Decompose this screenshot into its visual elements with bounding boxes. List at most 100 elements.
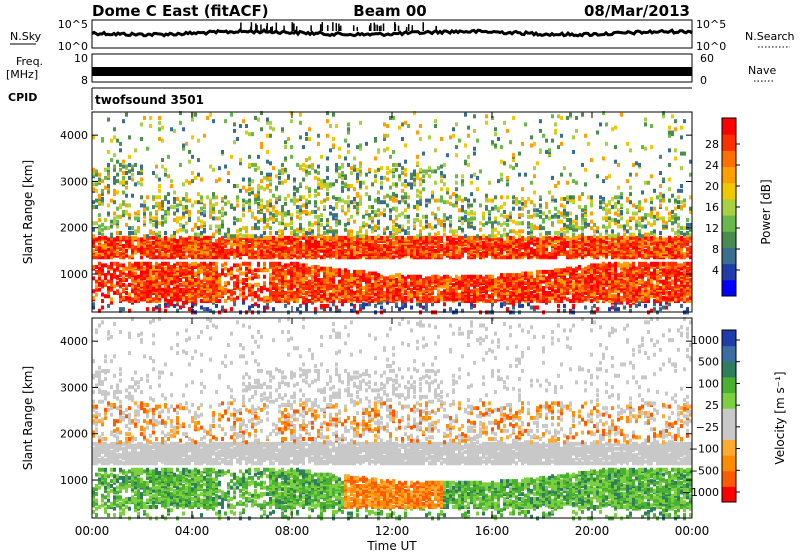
heatmap-cell xyxy=(350,184,353,188)
heatmap-cell xyxy=(272,307,275,311)
heatmap-cell xyxy=(344,174,347,178)
heatmap-cell xyxy=(509,212,512,216)
heatmap-cell xyxy=(251,270,254,274)
heatmap-cell xyxy=(203,134,206,138)
heatmap-cell xyxy=(410,173,413,177)
heatmap-cell xyxy=(251,212,254,216)
heatmap-cell xyxy=(170,265,173,269)
heatmap-cell xyxy=(392,174,395,178)
heatmap-cell xyxy=(449,195,452,199)
heatmap-cell xyxy=(326,229,329,233)
heatmap-cell xyxy=(101,223,104,227)
heatmap-cell xyxy=(122,171,125,175)
heatmap-cell xyxy=(458,216,461,220)
heatmap-cell xyxy=(329,182,332,186)
heatmap-cell xyxy=(443,163,446,167)
heatmap-cell xyxy=(227,296,230,300)
heatmap-cell xyxy=(101,197,104,201)
heatmap-cell xyxy=(398,307,401,311)
heatmap-cell xyxy=(152,297,155,301)
heatmap-cell xyxy=(377,168,380,172)
heatmap-cell xyxy=(218,166,221,170)
heatmap-cell xyxy=(146,147,149,151)
heatmap-cell xyxy=(440,171,443,175)
heatmap-cell xyxy=(365,192,368,196)
heatmap-cell xyxy=(95,205,98,209)
heatmap-cell xyxy=(398,213,401,217)
heatmap-cell xyxy=(284,168,287,172)
heatmap-cell xyxy=(248,283,251,287)
heatmap-cell xyxy=(95,265,98,269)
heatmap-cell xyxy=(287,174,290,178)
heatmap-cell xyxy=(317,278,320,282)
heatmap-cell xyxy=(119,307,122,311)
heatmap-cell xyxy=(479,252,482,256)
heatmap-cell xyxy=(476,139,479,143)
heatmap-cell xyxy=(128,231,131,235)
heatmap-cell xyxy=(152,171,155,175)
heatmap-cell xyxy=(305,132,308,136)
heatmap-cell xyxy=(134,229,137,233)
heatmap-cell xyxy=(116,275,119,279)
heatmap-cell xyxy=(107,150,110,154)
heatmap-cell xyxy=(263,213,266,217)
heatmap-cell xyxy=(284,291,287,295)
heatmap-cell xyxy=(302,178,305,182)
heatmap-cell xyxy=(176,208,179,212)
heatmap-cell xyxy=(242,119,245,123)
heatmap-cell xyxy=(392,220,395,224)
heatmap-cell xyxy=(137,216,140,220)
heatmap-cell xyxy=(278,176,281,180)
heatmap-cell xyxy=(152,205,155,209)
heatmap-cell xyxy=(110,139,113,143)
heatmap-cell xyxy=(206,116,209,120)
heatmap-cell xyxy=(371,216,374,220)
heatmap-cell xyxy=(485,194,488,198)
heatmap-cell xyxy=(125,267,128,271)
heatmap-cell xyxy=(224,233,227,237)
heatmap-cell xyxy=(413,218,416,222)
heatmap-cell xyxy=(509,165,512,169)
heatmap-cell xyxy=(269,121,272,125)
heatmap-cell xyxy=(101,189,104,193)
heatmap-cell xyxy=(491,140,494,144)
heatmap-cell xyxy=(416,173,419,177)
heatmap-cell xyxy=(134,212,137,216)
heatmap-cell xyxy=(434,275,437,279)
heatmap-cell xyxy=(95,237,98,241)
heatmap-cell xyxy=(428,223,431,227)
heatmap-cell xyxy=(224,299,227,303)
heatmap-cell xyxy=(479,221,482,225)
heatmap-cell xyxy=(116,215,119,219)
heatmap-cell xyxy=(182,301,185,305)
cpid-label: CPID xyxy=(8,91,37,104)
heatmap-cell xyxy=(245,267,248,271)
heatmap-cell xyxy=(449,286,452,290)
heatmap-cell xyxy=(275,237,278,241)
heatmap-cell xyxy=(500,234,503,238)
heatmap-cell xyxy=(224,212,227,216)
heatmap-cell xyxy=(206,263,209,267)
heatmap-cell xyxy=(524,173,527,177)
heatmap-cell xyxy=(221,212,224,216)
heatmap-cell xyxy=(149,212,152,216)
heatmap-cell xyxy=(452,192,455,196)
heatmap-cell xyxy=(149,124,152,128)
heatmap-cell xyxy=(326,304,329,308)
heatmap-cell xyxy=(116,231,119,235)
heatmap-cell xyxy=(314,236,317,240)
heatmap-cell xyxy=(407,215,410,219)
heatmap-cell xyxy=(254,234,257,238)
heatmap-cell xyxy=(338,236,341,240)
heatmap-cell xyxy=(518,173,521,177)
heatmap-cell xyxy=(290,155,293,159)
heatmap-cell xyxy=(269,273,272,277)
heatmap-cell xyxy=(311,223,314,227)
heatmap-cell xyxy=(347,143,350,147)
heatmap-cell xyxy=(185,229,188,233)
heatmap-cell xyxy=(521,142,524,146)
heatmap-cell xyxy=(233,249,236,253)
heatmap-cell xyxy=(302,228,305,232)
heatmap-cell xyxy=(494,228,497,232)
heatmap-cell xyxy=(218,216,221,220)
